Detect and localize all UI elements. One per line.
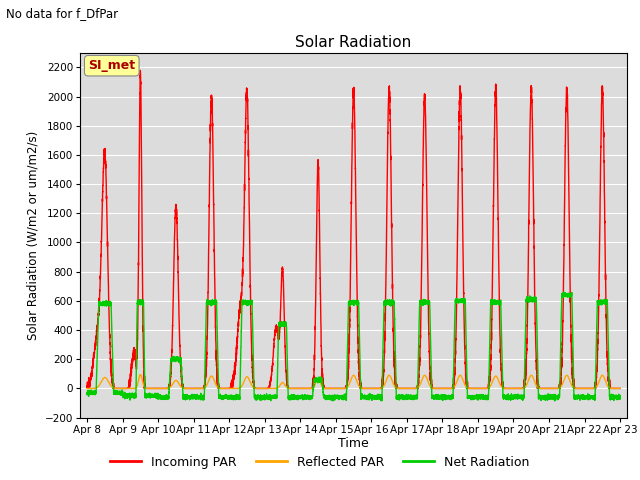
Reflected PAR: [616, 385, 624, 391]
Reflected PAR: [197, 385, 205, 391]
Text: No data for f_DfPar: No data for f_DfPar: [6, 7, 118, 20]
Net Radiation: [551, 398, 559, 404]
Title: Solar Radiation: Solar Radiation: [296, 35, 412, 50]
Reflected PAR: [192, 385, 200, 391]
Net Radiation: [427, 354, 435, 360]
Net Radiation: [614, 394, 622, 399]
X-axis label: Time: Time: [338, 437, 369, 450]
Reflected PAR: [83, 385, 91, 391]
Y-axis label: Solar Radiation (W/m2 or um/m2/s): Solar Radiation (W/m2 or um/m2/s): [26, 131, 39, 340]
Net Radiation: [191, 395, 199, 401]
Reflected PAR: [283, 384, 291, 390]
Incoming PAR: [136, 68, 144, 73]
Reflected PAR: [427, 384, 435, 390]
Incoming PAR: [84, 385, 92, 391]
Incoming PAR: [283, 377, 291, 383]
Net Radiation: [503, 395, 511, 401]
Net Radiation: [197, 394, 205, 399]
Legend: Incoming PAR, Reflected PAR, Net Radiation: Incoming PAR, Reflected PAR, Net Radiati…: [105, 451, 535, 474]
Net Radiation: [616, 396, 624, 402]
Reflected PAR: [136, 372, 144, 377]
Net Radiation: [560, 289, 568, 295]
Incoming PAR: [428, 378, 435, 384]
Line: Reflected PAR: Reflected PAR: [87, 374, 620, 388]
Incoming PAR: [616, 385, 624, 391]
Net Radiation: [283, 330, 291, 336]
Incoming PAR: [192, 385, 200, 391]
Reflected PAR: [503, 385, 511, 391]
Line: Incoming PAR: Incoming PAR: [87, 71, 620, 388]
Line: Net Radiation: Net Radiation: [87, 292, 620, 401]
Net Radiation: [83, 391, 91, 396]
Incoming PAR: [197, 385, 205, 391]
Incoming PAR: [614, 385, 622, 391]
Text: SI_met: SI_met: [88, 59, 135, 72]
Reflected PAR: [614, 385, 622, 391]
Incoming PAR: [503, 385, 511, 391]
Incoming PAR: [83, 384, 91, 390]
